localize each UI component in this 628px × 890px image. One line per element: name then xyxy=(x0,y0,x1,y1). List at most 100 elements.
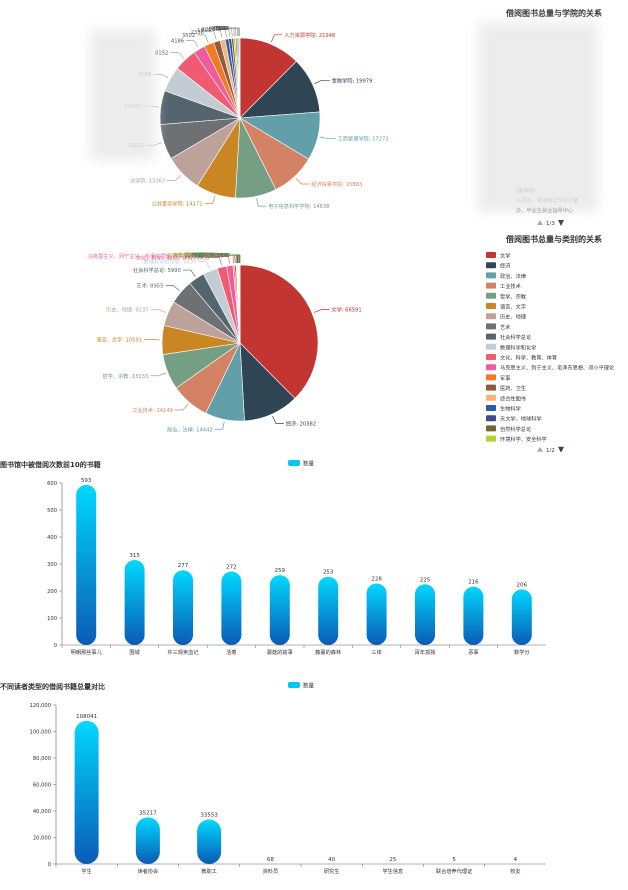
bar-value-label: 108041 xyxy=(76,714,97,720)
legend-label[interactable]: 天文学、地球科学 xyxy=(500,415,542,423)
legend-label[interactable]: 语言、文字 xyxy=(500,303,526,311)
pie-slice-label: 文学: 66591 xyxy=(331,306,361,314)
legend-swatch[interactable] xyxy=(486,323,496,329)
bar-value-label: 253 xyxy=(323,570,334,576)
pie-slice-value: 4186 xyxy=(171,39,184,45)
pie-label-line xyxy=(314,80,329,83)
legend-swatch[interactable] xyxy=(486,262,496,268)
legend-swatch[interactable] xyxy=(486,354,496,360)
bar[interactable] xyxy=(318,577,338,645)
x-tick-label: 校友 xyxy=(510,867,520,875)
bar-value-label: 25 xyxy=(389,857,396,863)
legend-swatch[interactable] xyxy=(486,272,496,278)
bar[interactable] xyxy=(367,583,387,645)
legend-label[interactable]: 哲学、宗教 xyxy=(500,292,527,300)
bar[interactable] xyxy=(221,572,241,645)
bar2-svg: 不同读者类型的借阅书籍总量对比数量020,00040,00060,00080,0… xyxy=(0,678,628,886)
bar[interactable] xyxy=(173,570,193,645)
pie-label-line xyxy=(320,137,336,139)
bar[interactable] xyxy=(75,721,99,864)
legend-swatch[interactable] xyxy=(288,460,300,466)
bar-value-label: 68 xyxy=(267,857,274,863)
x-tick-label: 三体 xyxy=(371,648,382,656)
legend-swatch[interactable] xyxy=(486,415,496,421)
legend-swatch[interactable] xyxy=(288,682,300,688)
legend-label[interactable]: 文学 xyxy=(500,252,510,260)
legend-label[interactable]: 数量 xyxy=(303,682,315,690)
pie-label-line xyxy=(273,416,284,423)
pie-slice-label: 经济贸易学院: 15883 xyxy=(311,180,362,188)
bar[interactable] xyxy=(270,575,290,645)
legend-label[interactable]: 文化、科学、教育、体育 xyxy=(500,354,557,362)
legend-swatch[interactable] xyxy=(486,303,496,309)
pie-slice-label: 哲学、宗教: 13133 xyxy=(103,372,149,380)
pie-slice-label: 数理、航天: 45 xyxy=(194,251,230,259)
legend-label[interactable]: 数量 xyxy=(303,460,315,468)
legend-swatch[interactable] xyxy=(486,313,496,319)
legend-prev-icon[interactable] xyxy=(537,220,543,225)
x-tick-label: 读者协会 xyxy=(137,867,158,875)
legend-label[interactable]: 历史、地理 xyxy=(500,313,527,321)
legend-label[interactable]: 艺术 xyxy=(500,323,510,331)
legend-label[interactable]: 自然科学总论 xyxy=(500,425,532,433)
legend-label[interactable]: 数理科学和化学 xyxy=(500,343,536,351)
pie-slice-value: 300 xyxy=(220,26,230,32)
blurred-labels-left xyxy=(90,30,155,160)
y-tick-label: 100 xyxy=(47,616,57,622)
legend-label[interactable]: 社会科学总论 xyxy=(500,333,532,341)
bar[interactable] xyxy=(125,560,145,645)
legend-swatch[interactable] xyxy=(486,334,496,340)
legend-label[interactable]: 政治、法律 xyxy=(500,272,526,280)
legend-label[interactable]: 马克思主义、列宁主义、毛泽东思想、邓小平理论 xyxy=(500,364,615,372)
pie-slice-label: 社会科学总论: 5990 xyxy=(133,266,181,274)
x-tick-label: 许三观卖血记 xyxy=(167,648,198,656)
bar[interactable] xyxy=(463,587,483,645)
legend-label[interactable]: 生物科学 xyxy=(500,405,521,413)
bar[interactable] xyxy=(415,584,435,645)
legend-swatch[interactable] xyxy=(486,385,496,391)
legend-swatch[interactable] xyxy=(486,395,496,401)
legend-swatch[interactable] xyxy=(486,405,496,411)
legend-swatch[interactable] xyxy=(486,283,496,289)
pie-label-line xyxy=(153,74,168,78)
legend-label[interactable]: 综合性图书 xyxy=(500,394,526,402)
pie-label-line xyxy=(175,404,188,410)
bar[interactable] xyxy=(512,589,532,645)
bar[interactable] xyxy=(136,817,160,864)
legend-swatch[interactable] xyxy=(486,252,496,258)
x-tick-label: 学生 xyxy=(81,867,91,875)
pie-slice-label: 艺术: 8955 xyxy=(136,281,163,289)
legend-swatch[interactable] xyxy=(486,374,496,380)
legend-page: 1/2 xyxy=(546,448,555,452)
legend-label[interactable]: 医药、卫生 xyxy=(500,384,526,392)
bar[interactable] xyxy=(76,485,96,645)
pie-slice-label: 公共事务学院: 14171 xyxy=(152,200,203,208)
pie-slice-label: 语言、文字: 10591 xyxy=(96,336,142,344)
legend-next-icon[interactable] xyxy=(558,447,564,452)
y-tick-label: 100,000 xyxy=(30,730,51,736)
x-tick-label: 藤蔓的森林 xyxy=(315,648,342,656)
pie-slice-label: 法学院: 13367 xyxy=(130,177,165,185)
x-tick-label: 研究生 xyxy=(324,867,340,875)
bar-value-label: 225 xyxy=(420,577,431,583)
x-tick-label: 资料员 xyxy=(263,867,279,875)
legend-swatch[interactable] xyxy=(486,425,496,431)
legend-label[interactable]: 军事 xyxy=(500,374,510,382)
legend-swatch[interactable] xyxy=(486,344,496,350)
legend-swatch[interactable] xyxy=(486,436,496,442)
legend-label[interactable]: 经济 xyxy=(500,262,511,270)
pie-slice-value: 8152 xyxy=(155,50,168,56)
legend-label[interactable]: 工业技术 xyxy=(500,282,521,290)
legend-label[interactable]: 环境科学、安全科学 xyxy=(500,435,547,443)
legend-swatch[interactable] xyxy=(486,364,496,370)
pie-label-line xyxy=(198,262,209,269)
x-tick-label: 蘑菇的故事 xyxy=(267,648,293,656)
bar[interactable] xyxy=(197,820,221,864)
legend-next-icon[interactable] xyxy=(558,220,564,226)
pie-label-line xyxy=(186,41,198,48)
legend-swatch[interactable] xyxy=(486,293,496,299)
legend-prev-icon[interactable] xyxy=(537,447,543,452)
bar1-svg: 图书馆中被借阅次数前10的书籍数量0100200300400500600593明… xyxy=(0,456,628,676)
